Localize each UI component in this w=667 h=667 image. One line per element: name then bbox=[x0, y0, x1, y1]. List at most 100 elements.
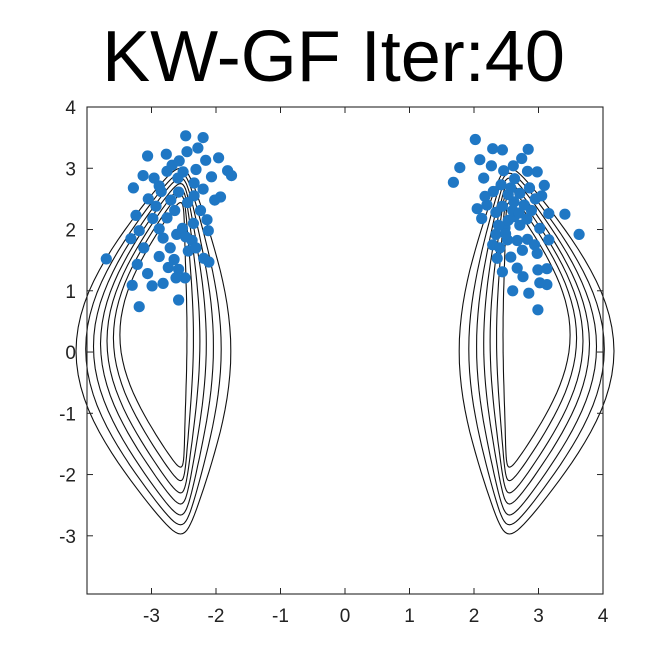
point-65 bbox=[190, 242, 202, 254]
point-130 bbox=[492, 219, 505, 231]
point-66 bbox=[160, 148, 172, 160]
y-tick-label-0: 4 bbox=[65, 98, 76, 119]
point-120 bbox=[505, 182, 517, 194]
point-45 bbox=[194, 204, 207, 217]
point-77 bbox=[507, 160, 519, 172]
chart-title: KW-GF Iter:40 bbox=[102, 17, 565, 97]
point-39 bbox=[153, 250, 165, 263]
point-68 bbox=[447, 176, 459, 188]
point-118 bbox=[487, 185, 499, 198]
point-24 bbox=[225, 170, 238, 182]
point-54 bbox=[188, 177, 200, 189]
point-114 bbox=[490, 206, 502, 218]
point-60 bbox=[153, 223, 165, 235]
x-tick-label-2: -1 bbox=[272, 606, 289, 627]
contour-left-2 bbox=[92, 177, 214, 516]
point-132 bbox=[529, 239, 541, 251]
x-tick-label-5: 2 bbox=[469, 606, 480, 627]
point-22 bbox=[213, 152, 225, 164]
point-12 bbox=[150, 200, 162, 212]
point-3 bbox=[130, 209, 142, 221]
point-19 bbox=[197, 132, 209, 144]
point-81 bbox=[531, 166, 543, 178]
point-2 bbox=[142, 150, 154, 162]
point-55 bbox=[197, 183, 209, 195]
point-33 bbox=[168, 253, 180, 266]
point-88 bbox=[534, 222, 546, 234]
point-7 bbox=[131, 258, 143, 270]
x-tick-label-0: -3 bbox=[143, 606, 160, 627]
point-119 bbox=[495, 179, 507, 191]
point-4 bbox=[133, 225, 145, 237]
y-tick-label-6: -2 bbox=[59, 466, 76, 487]
point-6 bbox=[138, 242, 150, 254]
point-131 bbox=[476, 212, 488, 225]
point-98 bbox=[516, 244, 529, 256]
point-76 bbox=[498, 165, 510, 177]
point-84 bbox=[543, 208, 555, 220]
point-9 bbox=[133, 301, 145, 313]
point-97 bbox=[511, 262, 523, 274]
point-17 bbox=[181, 146, 193, 158]
point-30 bbox=[203, 256, 215, 268]
point-18 bbox=[180, 130, 192, 142]
point-124 bbox=[508, 173, 521, 185]
point-99 bbox=[505, 251, 517, 263]
y-tick-label-4: 0 bbox=[65, 343, 76, 364]
point-32 bbox=[173, 263, 185, 275]
point-40 bbox=[164, 242, 176, 254]
point-41 bbox=[157, 232, 169, 244]
point-110 bbox=[518, 199, 530, 211]
point-36 bbox=[162, 261, 174, 274]
point-71 bbox=[474, 154, 486, 166]
point-108 bbox=[521, 213, 533, 225]
point-16 bbox=[173, 155, 185, 167]
point-47 bbox=[182, 197, 194, 209]
contour-left-5 bbox=[112, 194, 194, 482]
point-135 bbox=[494, 242, 506, 254]
point-87 bbox=[543, 234, 555, 246]
point-11 bbox=[142, 268, 154, 280]
point-67 bbox=[137, 170, 149, 182]
point-101 bbox=[491, 252, 503, 264]
point-38 bbox=[173, 294, 185, 306]
point-69 bbox=[454, 162, 466, 174]
point-51 bbox=[148, 172, 160, 184]
point-48 bbox=[173, 186, 185, 198]
point-62 bbox=[169, 204, 181, 217]
point-34 bbox=[179, 272, 191, 284]
point-8 bbox=[126, 279, 138, 291]
y-tick-label-1: 3 bbox=[65, 159, 76, 180]
point-57 bbox=[205, 171, 218, 183]
y-tick-label-7: -3 bbox=[59, 527, 76, 548]
contour-right-3 bbox=[483, 183, 591, 505]
point-27 bbox=[201, 214, 213, 226]
point-116 bbox=[471, 203, 483, 215]
point-49 bbox=[165, 194, 177, 206]
point-10 bbox=[146, 280, 158, 292]
point-73 bbox=[496, 144, 508, 156]
point-103 bbox=[490, 228, 502, 240]
x-tick-label-3: 0 bbox=[340, 606, 351, 627]
point-91 bbox=[532, 264, 544, 276]
point-75 bbox=[478, 172, 490, 184]
point-28 bbox=[202, 225, 214, 237]
point-layer bbox=[100, 130, 585, 316]
point-115 bbox=[481, 199, 493, 211]
point-78 bbox=[516, 152, 528, 165]
point-26 bbox=[209, 194, 221, 206]
axis-layer: -3 -2 -1 0 1 2 3 4 4 3 2 1 0 -1 -2 -3 bbox=[59, 98, 609, 627]
point-86 bbox=[573, 228, 585, 240]
point-122 bbox=[523, 182, 536, 194]
point-82 bbox=[538, 179, 550, 191]
point-121 bbox=[514, 187, 526, 199]
point-80 bbox=[521, 165, 534, 177]
contour-right-0 bbox=[458, 167, 615, 535]
point-95 bbox=[532, 304, 544, 316]
x-tick-label-6: 3 bbox=[533, 606, 544, 627]
point-70 bbox=[469, 133, 481, 146]
point-43 bbox=[176, 222, 189, 234]
point-128 bbox=[517, 271, 529, 283]
contour-layer bbox=[75, 167, 615, 535]
point-117 bbox=[479, 190, 491, 202]
